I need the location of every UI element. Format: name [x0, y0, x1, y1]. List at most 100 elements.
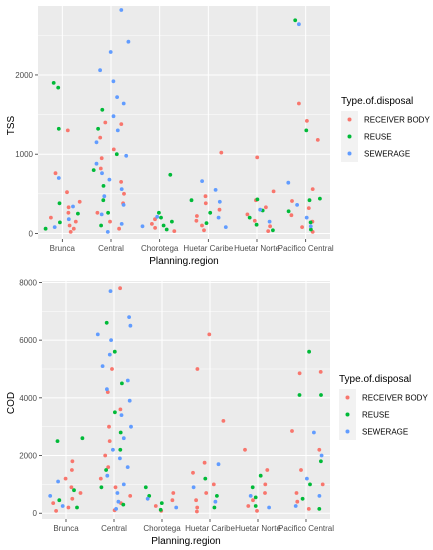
tss-point-receiver-body [73, 219, 78, 224]
cod-point-receiver-body [251, 498, 255, 503]
tss-point-receiver-body [68, 230, 73, 234]
tss-point-reuse [208, 210, 213, 215]
tss-point-reuse [96, 126, 100, 131]
cod-y-tick-label: 0 [33, 509, 38, 518]
cod-point-reuse [215, 494, 219, 498]
cod-y-tick-label: 6000 [19, 336, 37, 345]
cod-point-sewerage [100, 364, 105, 368]
cod-point-sewerage [116, 499, 121, 504]
cod-point-receiver-body [195, 367, 200, 371]
tss-point-receiver-body [98, 135, 103, 140]
cod-point-sewerage [127, 398, 132, 403]
cod-legend-swatch-reuse [345, 412, 350, 417]
tss-point-reuse [170, 219, 174, 224]
cod-point-reuse [147, 494, 152, 498]
tss-point-receiver-body [217, 207, 222, 212]
tss-point-sewerage [304, 215, 309, 220]
cod-point-receiver-body [202, 460, 207, 465]
cod-point-receiver-body [191, 470, 195, 475]
cod-point-sewerage [191, 485, 196, 490]
cod-point-sewerage [56, 479, 60, 484]
cod-x-tick-label-huetar-caribe: Huetar Caribe [185, 524, 235, 533]
cod-x-ticks: Brunca Central Chorotega Huetar Caribe Hueta… [53, 519, 334, 533]
cod-point-receiver-body [306, 507, 311, 511]
tss-point-sewerage [102, 194, 107, 199]
cod-point-reuse [300, 496, 305, 501]
cod-gridlines [42, 281, 330, 519]
tss-point-receiver-body [71, 226, 76, 231]
tss-point-receiver-body [49, 215, 53, 220]
cod-panel: 0 2000 4000 6000 8000 Brunca Central Chorotega… [6, 278, 334, 547]
cod-legend-swatch-receiver-body [345, 395, 350, 400]
tss-point-sewerage [258, 207, 263, 212]
cod-x-tick-label-huetar-norte: Huetar Norte [235, 524, 281, 533]
cod-point-reuse [57, 498, 62, 503]
tss-point-receiver-body [255, 155, 260, 160]
cod-point-receiver-body [263, 482, 268, 487]
tss-legend-title: Type.of.disposal [341, 96, 413, 107]
cod-point-sewerage [129, 424, 133, 429]
cod-point-reuse [319, 393, 323, 397]
tss-panel: 0 1000 2000 Brunca Central Chorotega Huetar C… [6, 6, 334, 267]
tss-point-sewerage [308, 224, 313, 229]
cod-point-receiver-body [243, 447, 247, 452]
cod-point-sewerage [305, 476, 309, 481]
tss-point-sewerage [56, 176, 61, 180]
tss-point-receiver-body [117, 226, 121, 231]
tss-point-receiver-body [66, 210, 71, 215]
cod-point-reuse [297, 393, 302, 397]
cod-point-receiver-body [103, 453, 108, 458]
tss-point-receiver-body [297, 101, 301, 106]
tss-point-reuse [286, 209, 291, 214]
tss-point-sewerage [94, 140, 99, 145]
tss-point-receiver-body [119, 180, 123, 184]
cod-point-receiver-body [128, 494, 133, 498]
cod-x-axis-title: Planning.region [151, 536, 221, 547]
cod-point-receiver-body [66, 505, 71, 510]
tss-point-receiver-body [99, 156, 104, 161]
cod-y-tick-label: 8000 [19, 278, 37, 287]
tss-point-sewerage [115, 128, 120, 133]
cod-point-receiver-body [78, 491, 83, 495]
cod-point-sewerage [107, 352, 112, 357]
cod-point-reuse [104, 468, 108, 472]
tss-point-receiver-body [119, 122, 124, 126]
cod-point-sewerage [60, 504, 65, 508]
tss-point-receiver-body [103, 120, 108, 125]
cod-point-reuse [80, 436, 85, 441]
tss-point-sewerage [140, 224, 145, 229]
cod-point-sewerage [174, 505, 179, 510]
cod-point-sewerage [121, 436, 126, 441]
tss-point-receiver-body [271, 189, 276, 194]
tss-point-sewerage [200, 179, 205, 184]
tss-point-sewerage [105, 230, 110, 234]
cod-point-receiver-body [170, 498, 175, 503]
tss-y-tick-label: 1000 [15, 150, 33, 159]
tss-point-sewerage [223, 225, 228, 230]
cod-point-receiver-body [54, 509, 58, 513]
tss-x-axis-title: Planning.region [149, 256, 219, 267]
cod-point-reuse [319, 459, 323, 464]
cod-point-receiver-body [265, 468, 270, 472]
cod-point-receiver-body [263, 491, 267, 495]
tss-point-receiver-body [252, 218, 257, 223]
tss-gridlines [38, 6, 330, 239]
tss-point-reuse [168, 172, 173, 177]
tss-point-sewerage [213, 188, 218, 192]
cod-point-receiver-body [221, 419, 226, 423]
cod-x-tick-label-brunca: Brunca [53, 524, 79, 533]
cod-plot-background [42, 281, 330, 519]
tss-point-reuse [101, 198, 106, 203]
cod-point-sewerage [267, 505, 271, 510]
cod-point-receiver-body [194, 498, 199, 503]
tss-point-receiver-body [95, 210, 100, 215]
cod-point-receiver-body [110, 367, 114, 371]
cod-point-reuse [253, 504, 258, 508]
tss-legend: Type.of.disposal RECEIVER BODY REUSE SEW… [341, 96, 430, 162]
cod-point-reuse [253, 495, 258, 500]
tss-point-reuse [255, 197, 260, 202]
tss-point-reuse [254, 222, 259, 227]
cod-point-receiver-body [297, 371, 302, 376]
cod-legend-label-sewerage: SEWERAGE [362, 428, 408, 437]
tss-point-reuse [106, 210, 110, 215]
